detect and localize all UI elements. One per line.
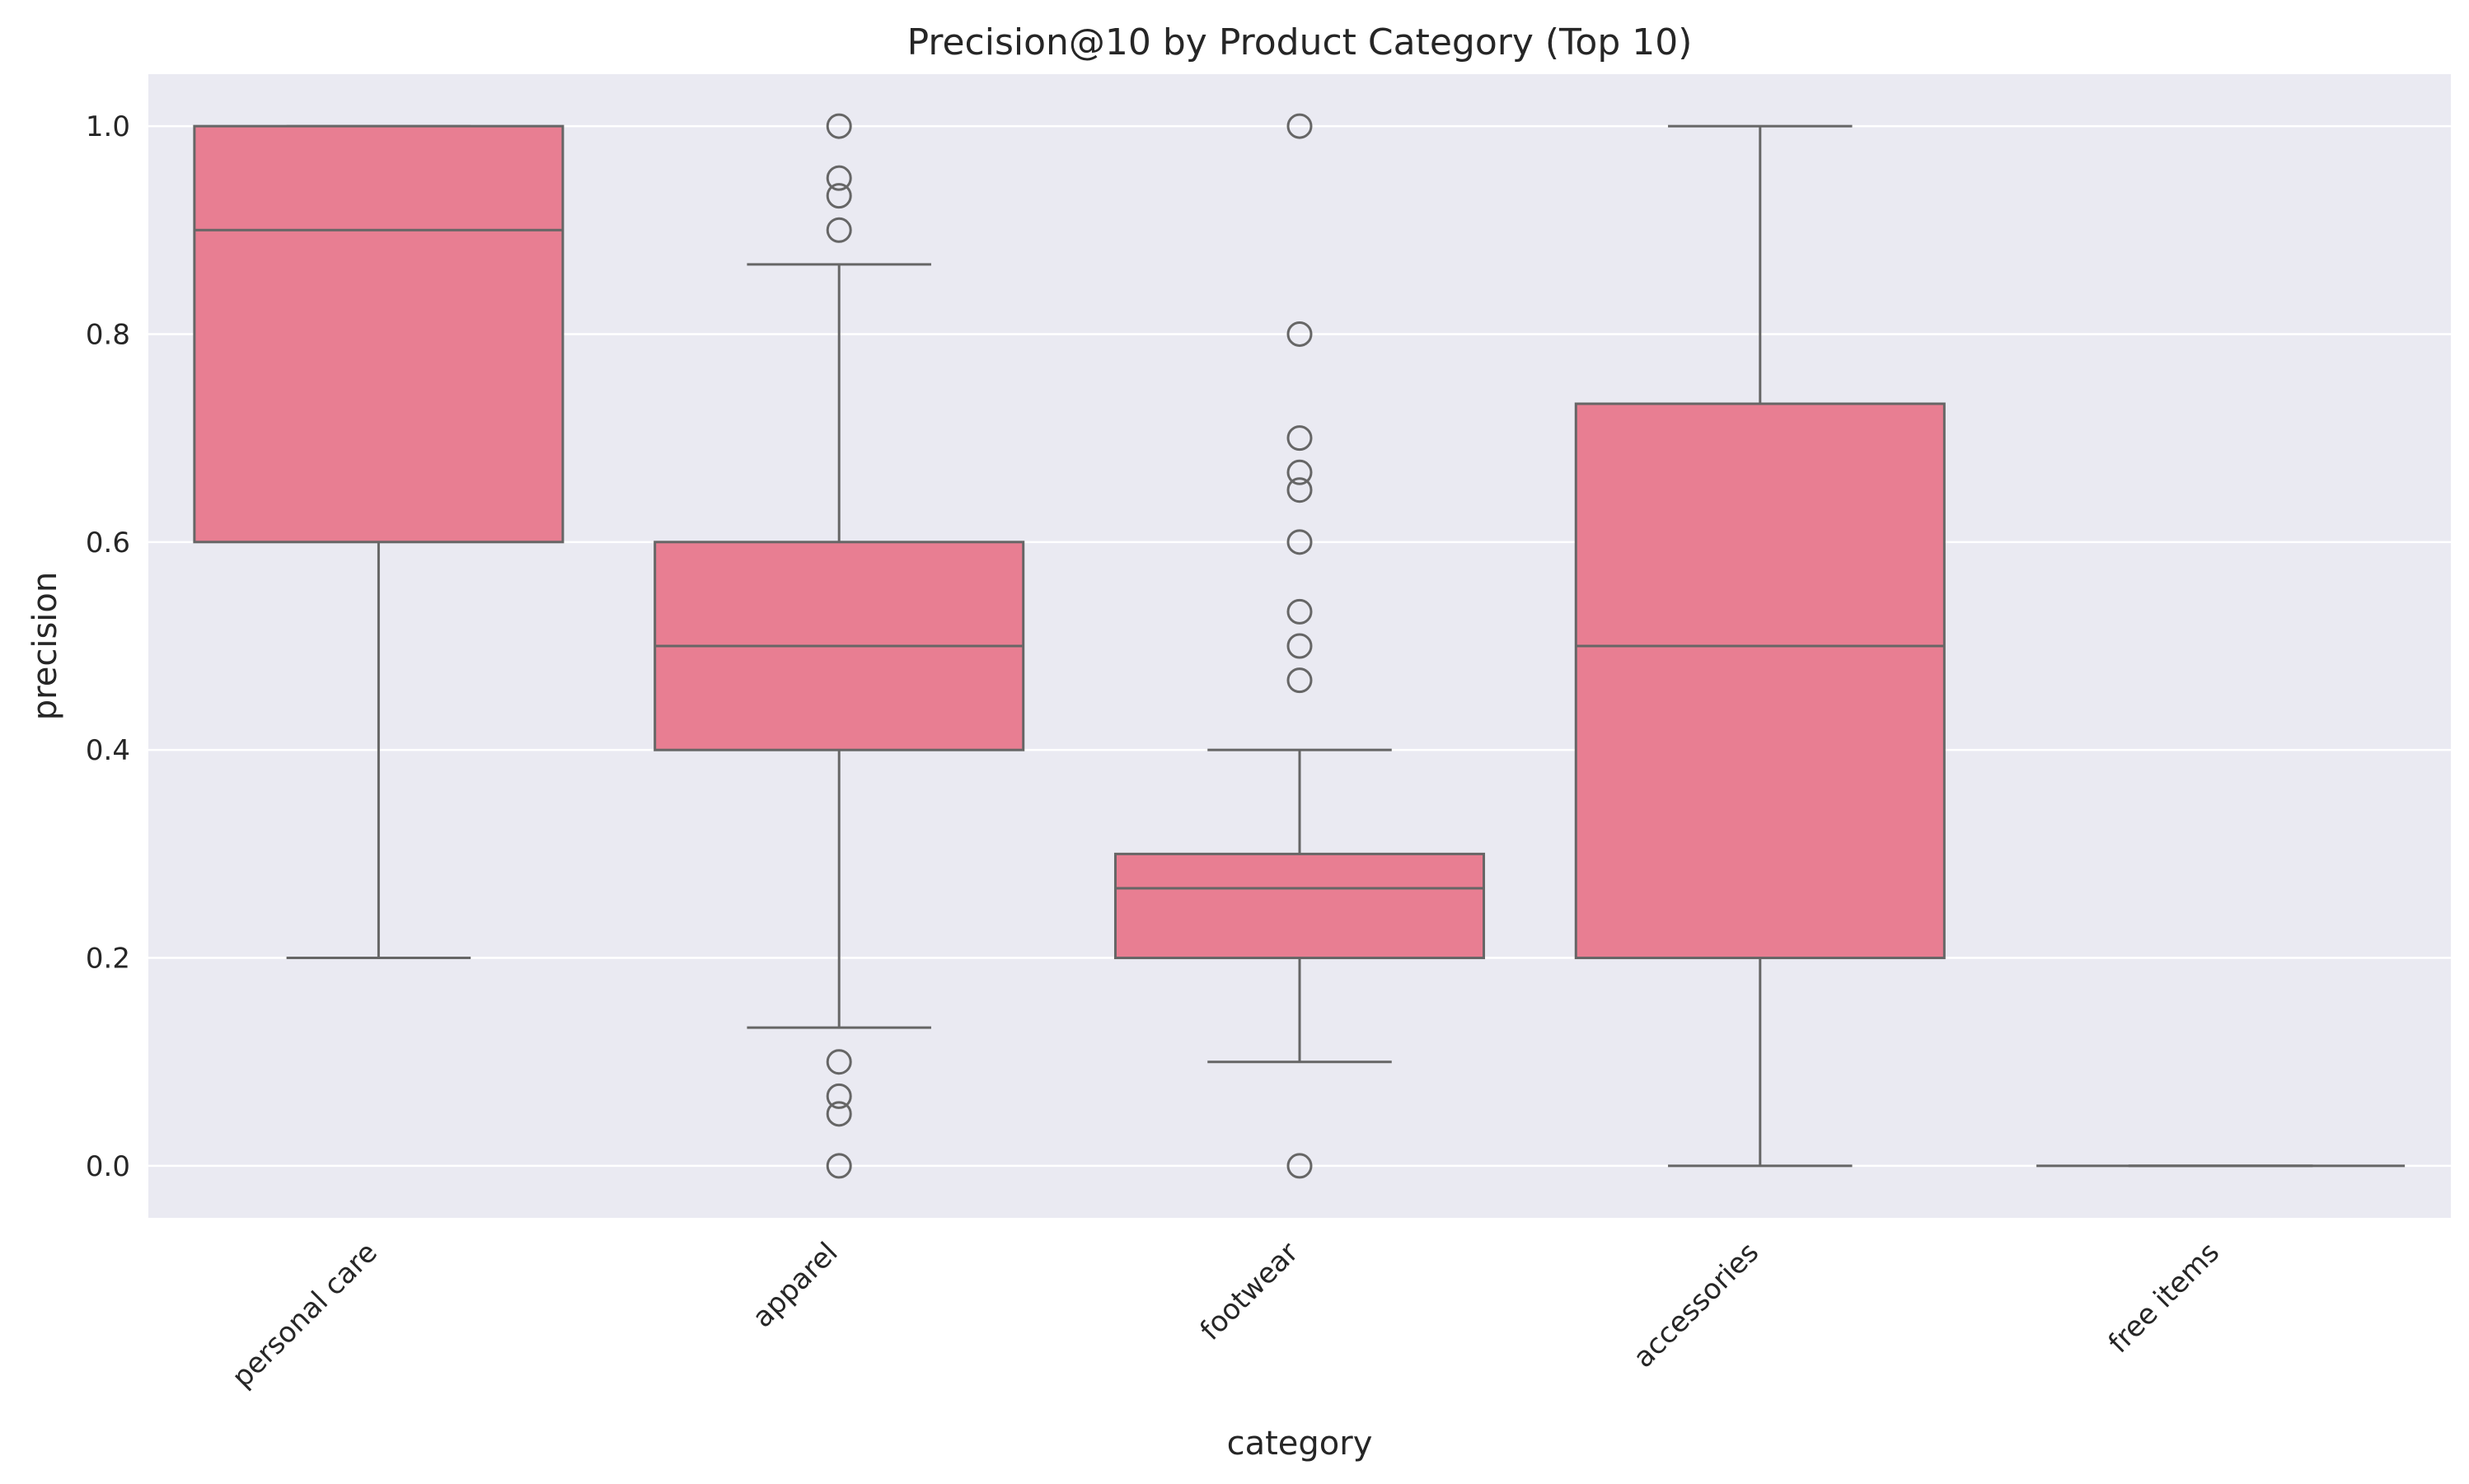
y-tick-label: 1.0 — [86, 110, 130, 143]
box-body — [193, 124, 565, 544]
outlier-point — [826, 217, 852, 243]
outlier-point — [1286, 1153, 1313, 1179]
outlier-point — [1286, 425, 1313, 452]
chart-title: Precision@10 by Product Category (Top 10… — [907, 21, 1693, 63]
outlier-point — [826, 113, 852, 139]
boxes — [193, 113, 2406, 1179]
y-tick-label: 0.6 — [86, 527, 130, 559]
outlier-point — [826, 1153, 852, 1179]
box-footwear — [1113, 113, 1486, 1179]
outlier-point — [826, 165, 852, 191]
outlier-point — [1286, 598, 1313, 625]
box-apparel — [654, 113, 1025, 1179]
y-tick-labels: 0.0 0.2 0.4 0.6 0.8 1.0 — [86, 110, 130, 1183]
x-tick-label: personal care — [226, 1236, 384, 1394]
outlier-point — [826, 1101, 852, 1127]
box-personal-care — [193, 124, 565, 960]
outlier-point — [826, 1083, 852, 1109]
x-tick-labels: personal care apparel footwear accessories f… — [226, 1236, 2226, 1394]
outlier-point — [1286, 321, 1313, 347]
x-tick-label: free items — [2102, 1236, 2226, 1360]
x-tick-label: apparel — [746, 1236, 844, 1334]
outlier-point — [1286, 477, 1313, 503]
outlier-point — [1286, 113, 1313, 139]
outlier-point — [1286, 633, 1313, 659]
box-body — [1113, 852, 1486, 960]
box-body — [1574, 402, 1946, 960]
x-axis-label: category — [1227, 1425, 1373, 1463]
box-accessories — [1574, 124, 1946, 1168]
outlier-point — [1286, 667, 1313, 694]
outlier-point — [1286, 529, 1313, 555]
outlier-point — [826, 183, 852, 209]
outlier-point — [826, 1049, 852, 1075]
y-tick-label: 0.4 — [86, 734, 130, 767]
y-tick-label: 0.2 — [86, 943, 130, 976]
x-tick-label: accessories — [1627, 1236, 1765, 1374]
y-axis-label: precision — [26, 572, 64, 720]
y-tick-label: 0.8 — [86, 318, 130, 351]
x-tick-label: footwear — [1194, 1236, 1305, 1347]
y-tick-label: 0.0 — [86, 1150, 130, 1183]
outlier-point — [1286, 459, 1313, 485]
